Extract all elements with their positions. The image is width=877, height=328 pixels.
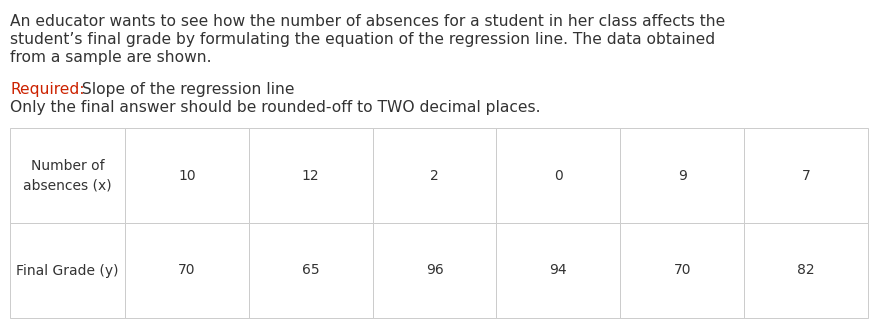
Text: 82: 82 <box>796 263 814 277</box>
Text: 0: 0 <box>553 169 562 182</box>
Bar <box>496 128 620 223</box>
Bar <box>125 128 248 223</box>
Bar <box>10 128 125 223</box>
Text: student’s final grade by formulating the equation of the regression line. The da: student’s final grade by formulating the… <box>10 32 714 47</box>
Text: 2: 2 <box>430 169 438 182</box>
Bar <box>744 128 867 223</box>
Bar <box>125 223 248 318</box>
Text: 94: 94 <box>549 263 567 277</box>
Text: Number of
absences (x): Number of absences (x) <box>23 159 111 192</box>
Text: Only the final answer should be rounded-off to TWO decimal places.: Only the final answer should be rounded-… <box>10 100 540 115</box>
Text: 70: 70 <box>178 263 196 277</box>
Text: 96: 96 <box>425 263 443 277</box>
Text: 12: 12 <box>302 169 319 182</box>
Text: Final Grade (y): Final Grade (y) <box>17 263 118 277</box>
Bar <box>10 223 125 318</box>
Text: 10: 10 <box>178 169 196 182</box>
Bar <box>248 128 372 223</box>
Text: An educator wants to see how the number of absences for a student in her class a: An educator wants to see how the number … <box>10 14 724 29</box>
Text: 9: 9 <box>677 169 686 182</box>
Bar <box>372 223 496 318</box>
Bar <box>744 223 867 318</box>
Bar <box>496 223 620 318</box>
Text: 65: 65 <box>302 263 319 277</box>
Bar <box>248 223 372 318</box>
Text: 70: 70 <box>673 263 690 277</box>
Text: Slope of the regression line: Slope of the regression line <box>77 82 294 97</box>
Bar <box>372 128 496 223</box>
Text: 7: 7 <box>801 169 809 182</box>
Text: Required:: Required: <box>10 82 84 97</box>
Bar <box>620 223 744 318</box>
Text: from a sample are shown.: from a sample are shown. <box>10 50 211 65</box>
Bar <box>620 128 744 223</box>
